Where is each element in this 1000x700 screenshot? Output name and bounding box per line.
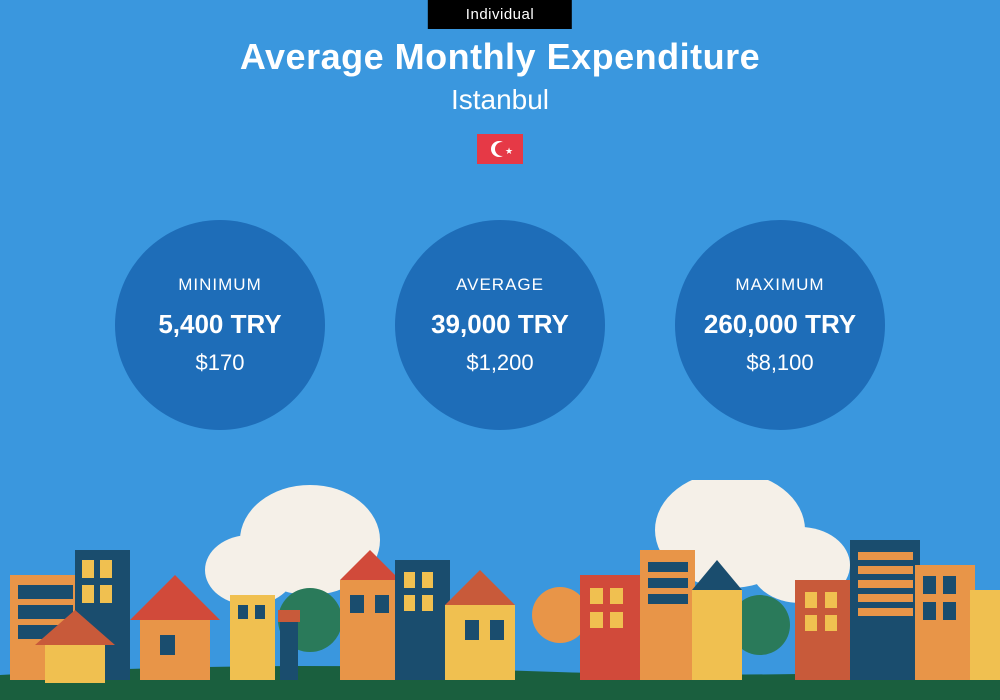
turkey-flag-icon: ★ — [477, 134, 523, 164]
stat-secondary-value: $170 — [196, 350, 245, 376]
stat-label: AVERAGE — [456, 275, 544, 295]
stat-maximum: MAXIMUM 260,000 TRY $8,100 — [675, 220, 885, 430]
stat-primary-value: 5,400 TRY — [158, 309, 281, 340]
stat-label: MAXIMUM — [735, 275, 824, 295]
stat-average: AVERAGE 39,000 TRY $1,200 — [395, 220, 605, 430]
stat-primary-value: 260,000 TRY — [704, 309, 856, 340]
stat-minimum: MINIMUM 5,400 TRY $170 — [115, 220, 325, 430]
stat-primary-value: 39,000 TRY — [431, 309, 569, 340]
tab-label: Individual — [466, 6, 534, 23]
stat-secondary-value: $1,200 — [466, 350, 533, 376]
stat-label: MINIMUM — [178, 275, 261, 295]
cityscape-illustration-icon — [0, 480, 1000, 700]
stats-row: MINIMUM 5,400 TRY $170 AVERAGE 39,000 TR… — [0, 220, 1000, 430]
stat-secondary-value: $8,100 — [746, 350, 813, 376]
page-title: Average Monthly Expenditure — [0, 36, 1000, 78]
category-tab: Individual — [428, 0, 572, 29]
city-name: Istanbul — [0, 84, 1000, 116]
header: Average Monthly Expenditure Istanbul ★ — [0, 36, 1000, 164]
